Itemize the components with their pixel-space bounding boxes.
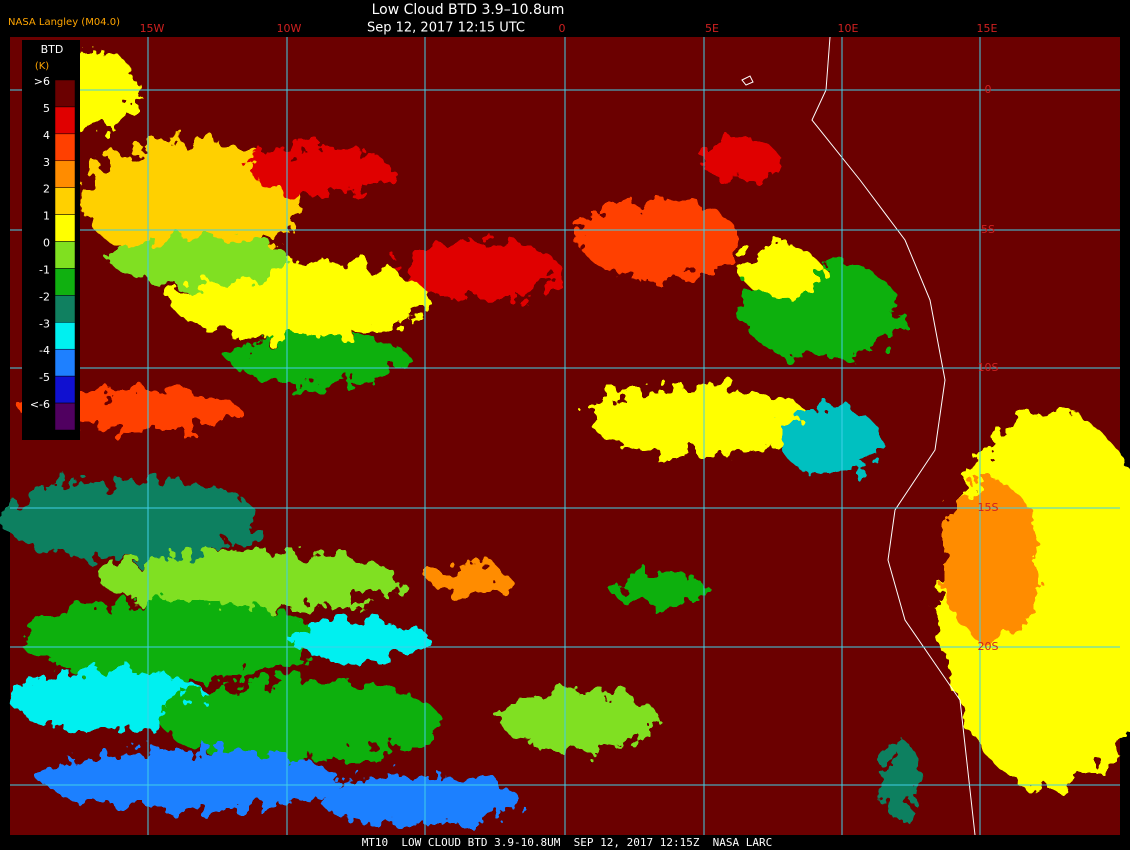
legend-label: -5: [39, 371, 50, 384]
latitude-label: 10S: [978, 361, 999, 374]
latitude-label: 0: [985, 83, 992, 96]
legend-label: 0: [43, 237, 50, 250]
coastline: [811, 36, 976, 836]
legend-swatch: [54, 348, 76, 377]
legend-label: -3: [39, 317, 50, 330]
legend-swatch: [54, 214, 76, 242]
footer: MT10 LOW CLOUD BTD 3.9-10.8UM SEP 12, 20…: [362, 836, 773, 849]
longitude-label: 0: [559, 22, 566, 35]
legend-label: 5: [43, 102, 50, 115]
legend-swatch: [54, 402, 76, 431]
legend-label: -1: [39, 263, 50, 276]
header-band: [0, 0, 1130, 37]
cloud-field: [0, 50, 1130, 825]
legend-swatch: [54, 160, 76, 188]
legend-swatch: [54, 187, 76, 215]
grid: [10, 37, 1120, 835]
timestamp: Sep 12, 2017 12:15 UTC: [367, 21, 525, 36]
legend-swatch: [54, 241, 76, 269]
longitude-label: 15W: [140, 22, 165, 35]
longitude-label: 10W: [277, 22, 302, 35]
legend-swatch: [54, 133, 76, 162]
legend-label: <-6: [30, 398, 50, 411]
legend-swatch: [54, 375, 76, 404]
latitude-label: 15S: [978, 501, 999, 514]
legend-swatch: [54, 106, 76, 135]
legend-swatch: [54, 322, 76, 350]
legend-unit: (K): [35, 61, 49, 72]
latitude-label: 5S: [981, 223, 995, 236]
latitude-label: 20S: [978, 640, 999, 653]
legend-swatch: [54, 268, 76, 296]
legend-label: 2: [43, 183, 50, 196]
footer-band: [0, 835, 1130, 850]
longitude-label: 5E: [705, 22, 719, 35]
legend-title: BTD: [41, 43, 64, 56]
legend-label: 1: [43, 210, 50, 223]
source-label: NASA Langley (M04.0): [8, 17, 120, 28]
legend-label: 3: [43, 156, 50, 169]
legend-swatch: [54, 79, 76, 108]
title: Low Cloud BTD 3.9–10.8um: [372, 2, 565, 18]
longitude-label: 15E: [977, 22, 998, 35]
legend-label: -2: [39, 290, 50, 303]
longitude-label: 10E: [838, 22, 859, 35]
legend-label: 4: [43, 129, 50, 142]
island: [741, 75, 754, 86]
legend-swatch: [54, 295, 76, 323]
legend-label: >6: [34, 75, 50, 88]
legend-label: -4: [39, 344, 50, 357]
